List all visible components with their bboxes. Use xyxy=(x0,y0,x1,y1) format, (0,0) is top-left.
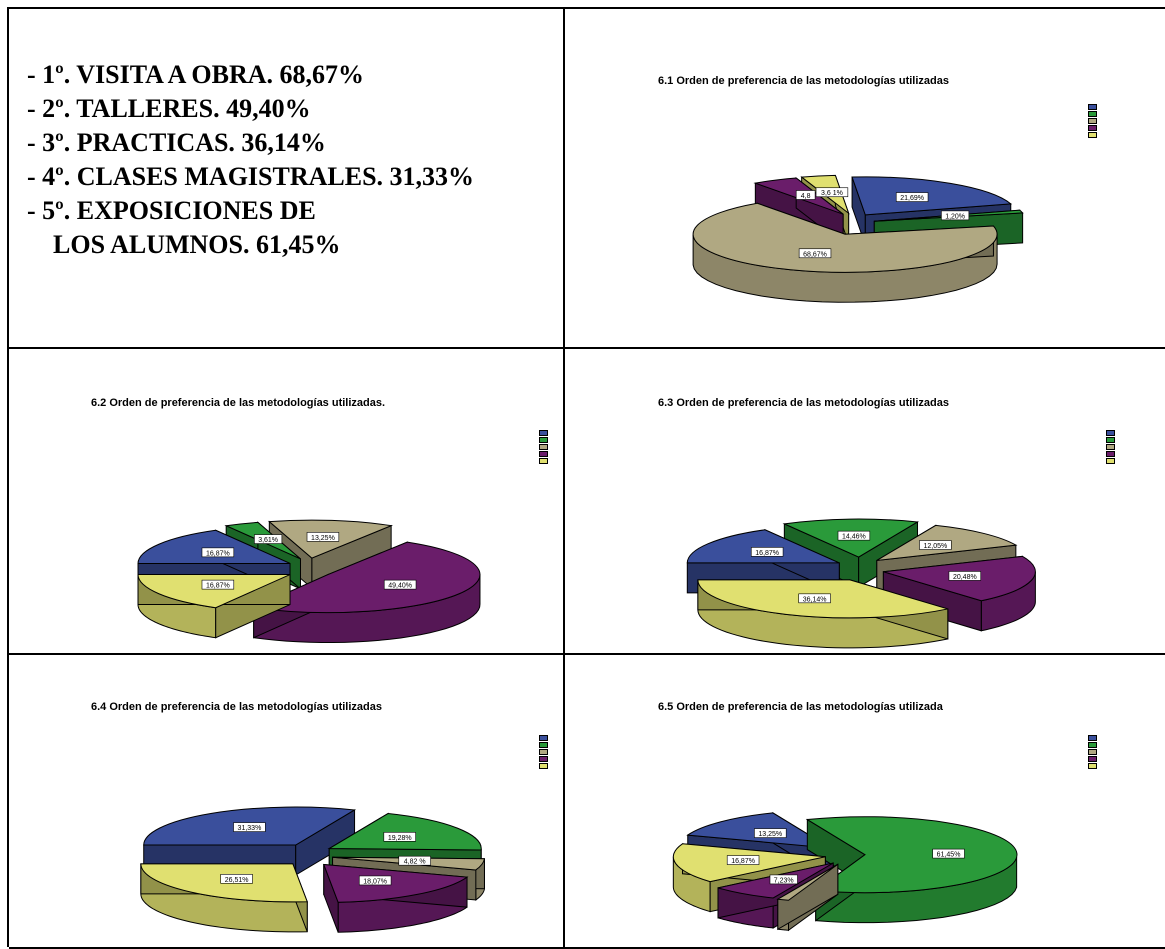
pie-label: 16,87% xyxy=(206,550,230,557)
pie-label: 4,82 % xyxy=(404,859,426,866)
chart-panel-6-4: 6.4 Orden de preferencia de las metodolo… xyxy=(9,655,565,949)
pie-chart: 16,87% 14,46% 12,05% 20,48% 36,14% xyxy=(565,349,1165,653)
summary-panel: - 1º. VISITA A OBRA. 68,67% - 2º. TALLER… xyxy=(9,9,565,349)
summary-line: LOS ALUMNOS. 61,45% xyxy=(27,228,563,262)
summary-line: - 3º. PRACTICAS. 36,14% xyxy=(27,126,563,160)
pie-label: 68,67% xyxy=(803,251,827,258)
pie-label: 14,46% xyxy=(842,534,866,541)
pie-label: 16,87% xyxy=(206,583,230,590)
pie-label: 16,87% xyxy=(731,858,755,865)
pie-label: 26,51% xyxy=(225,877,249,884)
pie-chart: 13,25% 61,45% 7,23% 16,87% xyxy=(565,655,1165,947)
summary-line: - 2º. TALLERES. 49,40% xyxy=(27,92,563,126)
pie-label: 36,14% xyxy=(803,596,827,603)
pie-label: 1,20% xyxy=(945,213,965,220)
chart-panel-6-3: 6.3 Orden de preferencia de las metodolo… xyxy=(565,349,1165,655)
pie-label: 31,33% xyxy=(238,825,262,832)
pie-label: 16,87% xyxy=(755,550,779,557)
pie-label: 49,40% xyxy=(388,583,412,590)
pie-label: 18,07% xyxy=(363,878,387,885)
pie-label: 61,45% xyxy=(937,852,961,859)
pie-chart: 16,87% 3,61% 13,25% 49,40% 16,87% xyxy=(9,349,563,653)
pie-label: 12,05% xyxy=(924,543,948,550)
chart-panel-6-5: 6.5 Orden de preferencia de las metodolo… xyxy=(565,655,1165,949)
pie-chart: 31,33% 19,28% 4,82 % 18,07% 26,51% xyxy=(9,655,563,947)
pie-label: 21,69% xyxy=(900,195,924,202)
summary-line: - 5º. EXPOSICIONES DE xyxy=(27,194,563,228)
pie-label: 4,8 xyxy=(801,193,811,200)
pie-label: 13,25% xyxy=(311,535,335,542)
pie-label: 3,61% xyxy=(258,537,278,544)
pie-label: 7,23% xyxy=(774,877,794,884)
pie-label: 3,6 1% xyxy=(821,190,843,197)
chart-panel-6-2: 6.2 Orden de preferencia de las metodolo… xyxy=(9,349,565,655)
pie-label: 20,48% xyxy=(953,574,977,581)
pie-label: 19,28% xyxy=(388,835,412,842)
summary-line: - 4º. CLASES MAGISTRALES. 31,33% xyxy=(27,160,563,194)
summary-line: - 1º. VISITA A OBRA. 68,67% xyxy=(27,58,563,92)
pie-label: 13,25% xyxy=(758,831,782,838)
chart-grid: - 1º. VISITA A OBRA. 68,67% - 2º. TALLER… xyxy=(7,7,1165,947)
pie-chart: 21,69% 1,20% 68,67% 4,8 3,6 1% xyxy=(565,9,1165,347)
chart-panel-6-1: 6.1 Orden de preferencia de las metodolo… xyxy=(565,9,1165,349)
